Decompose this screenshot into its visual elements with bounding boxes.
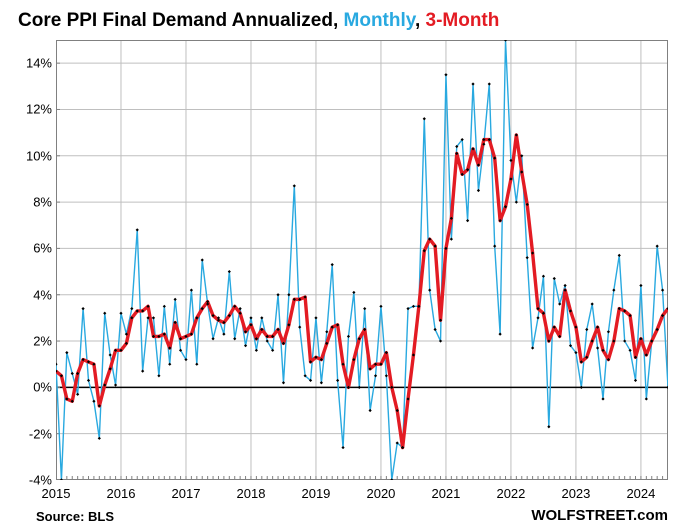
attribution-label: WOLFSTREET.com xyxy=(531,507,668,524)
chart-plot-area xyxy=(56,40,668,480)
chart-title: Core PPI Final Demand Annualized, Monthl… xyxy=(18,10,499,32)
source-label: Source: BLS xyxy=(36,509,114,524)
